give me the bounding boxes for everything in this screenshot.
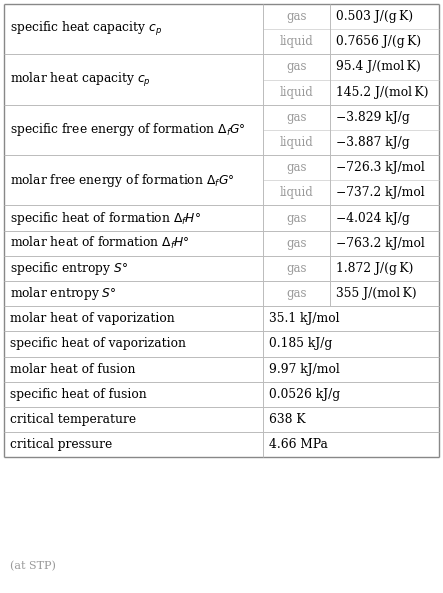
Text: 4.66 MPa: 4.66 MPa xyxy=(269,438,328,451)
Text: 145.2 J/(mol K): 145.2 J/(mol K) xyxy=(336,85,429,98)
Text: critical pressure: critical pressure xyxy=(10,438,112,451)
Text: 638 K: 638 K xyxy=(269,413,305,426)
Text: gas: gas xyxy=(286,10,307,23)
Text: molar heat of fusion: molar heat of fusion xyxy=(10,363,136,375)
Text: molar entropy $S°$: molar entropy $S°$ xyxy=(10,285,117,302)
Text: gas: gas xyxy=(286,262,307,275)
Text: 95.4 J/(mol K): 95.4 J/(mol K) xyxy=(336,60,421,74)
Text: gas: gas xyxy=(286,237,307,250)
Text: gas: gas xyxy=(286,111,307,124)
Text: critical temperature: critical temperature xyxy=(10,413,136,426)
Text: (at STP): (at STP) xyxy=(10,561,56,571)
Text: specific free energy of formation $\Delta_f G°$: specific free energy of formation $\Delt… xyxy=(10,122,246,138)
Text: specific heat of formation $\Delta_f H°$: specific heat of formation $\Delta_f H°$ xyxy=(10,209,201,227)
Text: specific entropy $S°$: specific entropy $S°$ xyxy=(10,260,128,277)
Text: 0.0526 kJ/g: 0.0526 kJ/g xyxy=(269,388,340,401)
Text: 1.872 J/(g K): 1.872 J/(g K) xyxy=(336,262,414,275)
Text: liquid: liquid xyxy=(280,85,313,98)
Text: gas: gas xyxy=(286,212,307,225)
Text: −4.024 kJ/g: −4.024 kJ/g xyxy=(336,212,410,225)
Text: 9.97 kJ/mol: 9.97 kJ/mol xyxy=(269,363,340,375)
Text: specific heat of vaporization: specific heat of vaporization xyxy=(10,337,186,350)
Text: molar heat of vaporization: molar heat of vaporization xyxy=(10,313,175,326)
Text: specific heat of fusion: specific heat of fusion xyxy=(10,388,147,401)
Text: molar heat of formation $\Delta_f H°$: molar heat of formation $\Delta_f H°$ xyxy=(10,235,190,251)
Text: −763.2 kJ/mol: −763.2 kJ/mol xyxy=(336,237,425,250)
Text: 355 J/(mol K): 355 J/(mol K) xyxy=(336,287,417,300)
Text: 0.7656 J/(g K): 0.7656 J/(g K) xyxy=(336,35,421,48)
Text: specific heat capacity $c_p$: specific heat capacity $c_p$ xyxy=(10,20,162,38)
Text: 0.503 J/(g K): 0.503 J/(g K) xyxy=(336,10,413,23)
Text: −737.2 kJ/mol: −737.2 kJ/mol xyxy=(336,186,425,199)
Text: molar free energy of formation $\Delta_f G°$: molar free energy of formation $\Delta_f… xyxy=(10,172,234,189)
Text: −3.887 kJ/g: −3.887 kJ/g xyxy=(336,136,410,149)
Text: molar heat capacity $c_p$: molar heat capacity $c_p$ xyxy=(10,71,151,88)
Text: gas: gas xyxy=(286,287,307,300)
Text: liquid: liquid xyxy=(280,35,313,48)
Text: 35.1 kJ/mol: 35.1 kJ/mol xyxy=(269,313,339,326)
Text: gas: gas xyxy=(286,60,307,74)
Text: −3.829 kJ/g: −3.829 kJ/g xyxy=(336,111,410,124)
Text: 0.185 kJ/g: 0.185 kJ/g xyxy=(269,337,332,350)
Text: gas: gas xyxy=(286,161,307,174)
Text: liquid: liquid xyxy=(280,186,313,199)
Text: −726.3 kJ/mol: −726.3 kJ/mol xyxy=(336,161,425,174)
Text: liquid: liquid xyxy=(280,136,313,149)
